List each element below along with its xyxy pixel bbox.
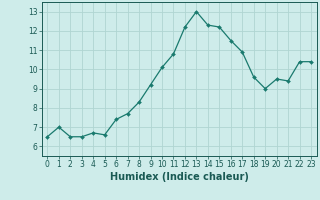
X-axis label: Humidex (Indice chaleur): Humidex (Indice chaleur) — [110, 172, 249, 182]
